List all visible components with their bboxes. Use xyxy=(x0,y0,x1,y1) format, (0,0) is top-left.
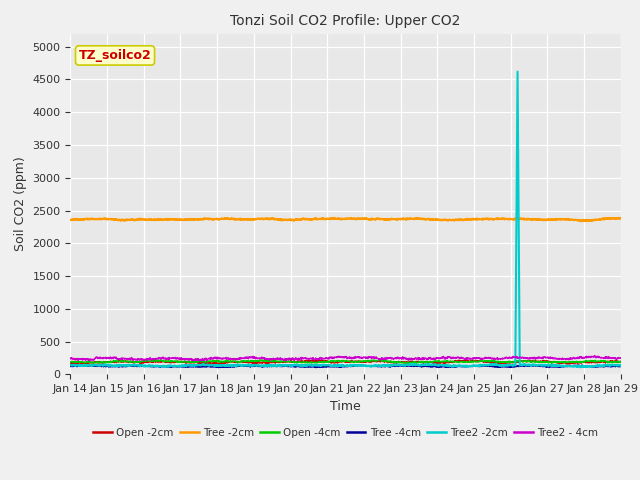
Tree -2cm xyxy=(319,216,327,222)
Tree2 - 4cm xyxy=(602,355,609,361)
Line: Tree2 -2cm: Tree2 -2cm xyxy=(70,72,621,367)
Open -4cm xyxy=(500,360,508,365)
Open -2cm xyxy=(500,360,508,366)
Tree2 -2cm xyxy=(319,362,327,368)
Text: TZ_soilco2: TZ_soilco2 xyxy=(79,49,152,62)
Tree -4cm xyxy=(67,364,74,370)
Open -4cm xyxy=(259,357,266,363)
Tree2 - 4cm xyxy=(601,355,609,360)
Tree -4cm xyxy=(95,363,102,369)
Tree2 -2cm xyxy=(500,363,508,369)
Tree2 -2cm xyxy=(602,362,609,368)
Open -4cm xyxy=(95,360,102,366)
Tree2 -2cm xyxy=(514,69,522,74)
Line: Open -2cm: Open -2cm xyxy=(70,360,621,364)
Open -2cm xyxy=(320,358,328,364)
Tree2 - 4cm xyxy=(196,358,204,364)
Tree -2cm xyxy=(335,216,342,221)
Line: Tree -2cm: Tree -2cm xyxy=(70,218,621,221)
Tree -4cm xyxy=(312,365,319,371)
Line: Tree -4cm: Tree -4cm xyxy=(70,365,621,368)
Tree2 -2cm xyxy=(95,362,102,368)
Tree2 -2cm xyxy=(601,362,609,368)
Title: Tonzi Soil CO2 Profile: Upper CO2: Tonzi Soil CO2 Profile: Upper CO2 xyxy=(230,14,461,28)
Y-axis label: Soil CO2 (ppm): Soil CO2 (ppm) xyxy=(14,156,27,252)
Open -2cm xyxy=(602,360,609,366)
Open -2cm xyxy=(617,359,625,365)
Open -2cm xyxy=(67,360,74,366)
Tree -2cm xyxy=(67,217,74,223)
Tree -2cm xyxy=(602,216,609,221)
Tree2 -2cm xyxy=(577,364,584,370)
Open -4cm xyxy=(601,359,609,364)
Open -4cm xyxy=(335,358,342,364)
Tree -2cm xyxy=(330,215,338,221)
Tree2 -2cm xyxy=(67,362,74,368)
Tree -4cm xyxy=(320,364,328,370)
X-axis label: Time: Time xyxy=(330,400,361,413)
Tree -2cm xyxy=(500,216,508,222)
Tree -2cm xyxy=(95,216,102,222)
Tree -4cm xyxy=(574,362,582,368)
Open -4cm xyxy=(602,359,609,364)
Tree2 - 4cm xyxy=(320,356,328,362)
Tree -2cm xyxy=(578,218,586,224)
Open -4cm xyxy=(404,360,412,366)
Tree -2cm xyxy=(617,215,625,221)
Tree2 - 4cm xyxy=(591,353,598,359)
Tree -4cm xyxy=(335,364,342,370)
Open -2cm xyxy=(335,359,342,364)
Open -4cm xyxy=(67,359,74,365)
Open -2cm xyxy=(601,360,609,365)
Open -4cm xyxy=(320,359,328,364)
Tree -4cm xyxy=(617,364,625,370)
Tree2 - 4cm xyxy=(335,354,342,360)
Line: Tree2 - 4cm: Tree2 - 4cm xyxy=(70,356,621,361)
Open -4cm xyxy=(617,359,625,365)
Tree -4cm xyxy=(602,363,609,369)
Tree2 - 4cm xyxy=(67,356,74,361)
Line: Open -4cm: Open -4cm xyxy=(70,360,621,363)
Open -2cm xyxy=(73,361,81,367)
Legend: Open -2cm, Tree -2cm, Open -4cm, Tree -4cm, Tree2 -2cm, Tree2 - 4cm: Open -2cm, Tree -2cm, Open -4cm, Tree -4… xyxy=(89,424,602,442)
Tree2 - 4cm xyxy=(617,355,625,361)
Tree2 -2cm xyxy=(617,363,625,369)
Open -2cm xyxy=(95,359,102,365)
Tree2 - 4cm xyxy=(500,356,508,361)
Tree -4cm xyxy=(601,364,609,370)
Tree -2cm xyxy=(601,216,609,222)
Tree2 -2cm xyxy=(334,363,342,369)
Tree -4cm xyxy=(500,364,508,370)
Tree2 - 4cm xyxy=(95,355,102,360)
Open -2cm xyxy=(313,357,321,362)
